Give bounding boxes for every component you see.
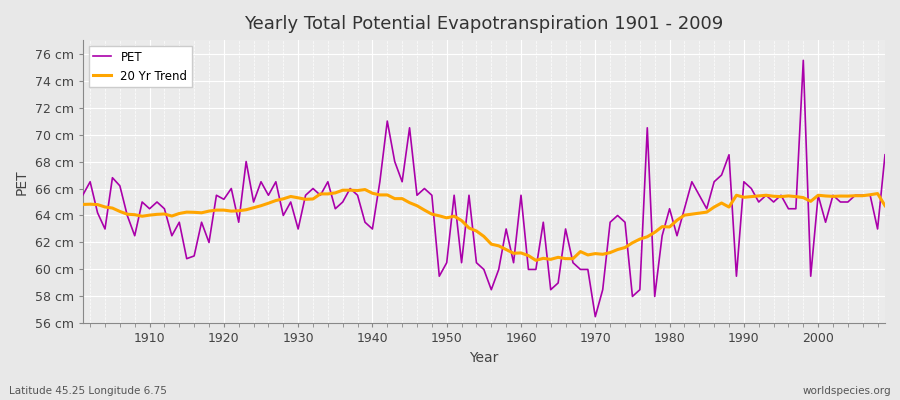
20 Yr Trend [345,188,356,192]
PET [798,58,809,63]
20 Yr Trend [516,250,526,255]
20 Yr Trend [523,253,534,258]
PET [508,260,519,265]
Line: 20 Yr Trend: 20 Yr Trend [83,190,885,260]
Line: PET: PET [83,60,885,317]
20 Yr Trend [619,245,630,250]
Legend: PET, 20 Yr Trend: PET, 20 Yr Trend [88,46,193,87]
Text: worldspecies.org: worldspecies.org [803,386,891,396]
PET [77,193,88,198]
20 Yr Trend [360,187,371,192]
Text: Latitude 45.25 Longitude 6.75: Latitude 45.25 Longitude 6.75 [9,386,166,396]
20 Yr Trend [879,203,890,208]
20 Yr Trend [301,197,311,202]
PET [612,213,623,218]
PET [137,200,148,204]
20 Yr Trend [530,258,541,263]
20 Yr Trend [77,202,88,207]
Y-axis label: PET: PET [15,169,29,194]
Title: Yearly Total Potential Evapotranspiration 1901 - 2009: Yearly Total Potential Evapotranspiratio… [244,15,724,33]
PET [301,193,311,198]
PET [590,314,600,319]
PET [345,186,356,191]
X-axis label: Year: Year [469,351,499,365]
PET [516,193,526,198]
20 Yr Trend [137,214,148,219]
PET [879,152,890,157]
